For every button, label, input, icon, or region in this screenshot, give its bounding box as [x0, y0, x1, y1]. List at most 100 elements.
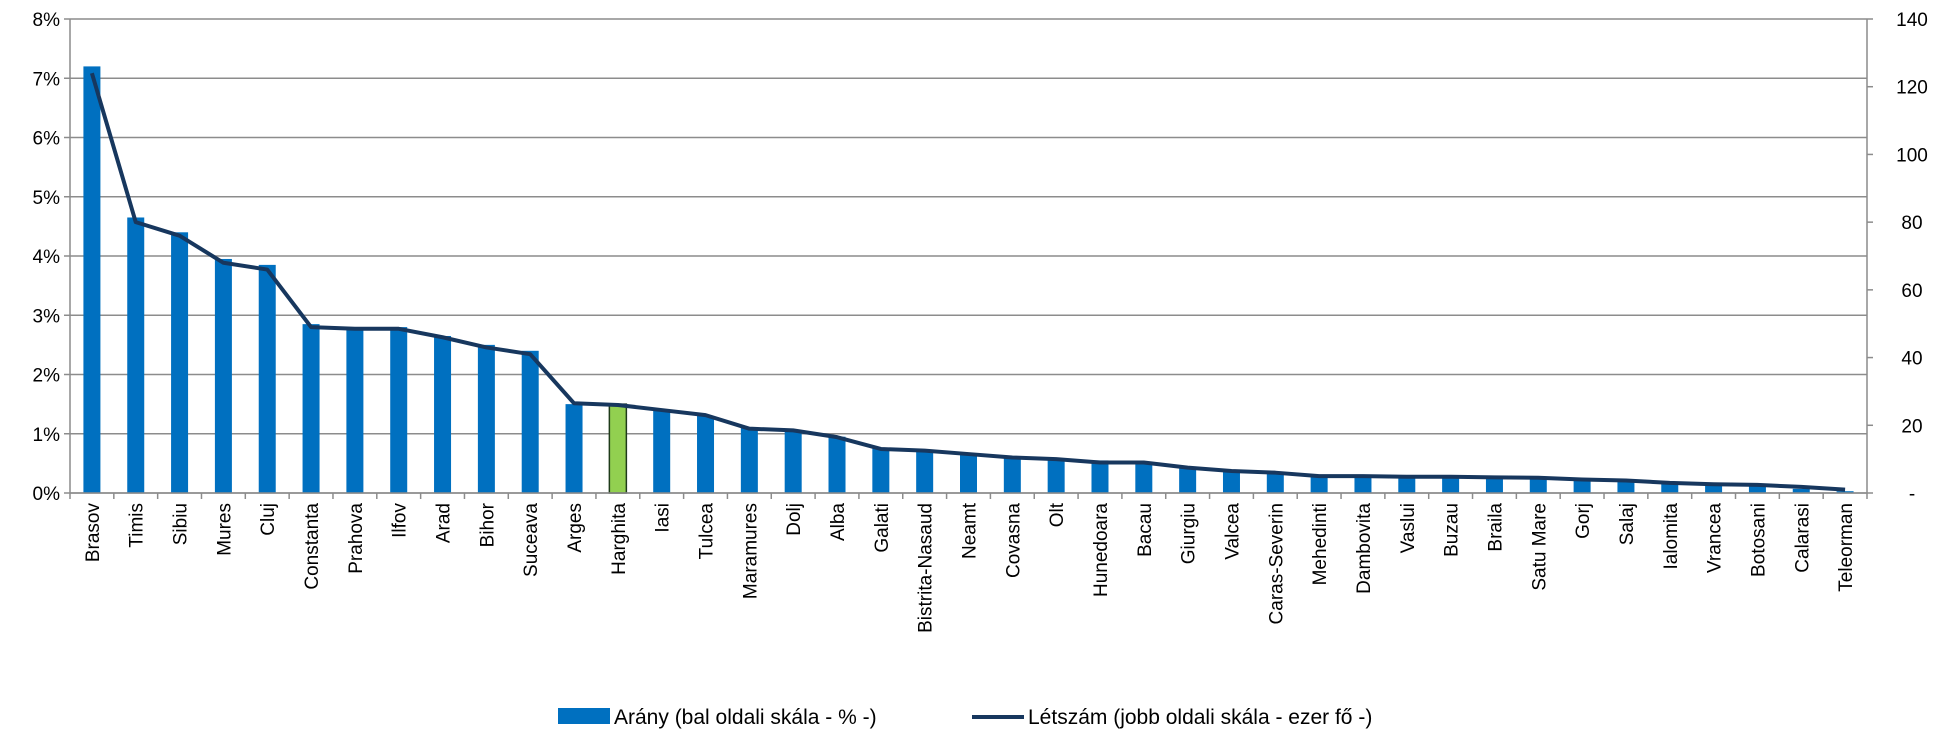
bar [1617, 481, 1635, 493]
y-tick-label: 2% [33, 366, 61, 387]
bar [302, 324, 320, 493]
bar [784, 430, 802, 493]
x-tick-label: Cluj [258, 503, 279, 536]
y-tick-label: 1% [33, 425, 61, 446]
bar [1705, 484, 1723, 493]
line [89, 72, 1846, 492]
x-tick-label: Gorj [1573, 503, 1594, 539]
y2-tick-label: 20 [1901, 416, 1922, 437]
x-tick-label: Dambovita [1354, 503, 1375, 594]
bar [1091, 460, 1109, 493]
y2-tick-label: 60 [1901, 281, 1922, 302]
bar [828, 436, 846, 493]
bar [1179, 468, 1197, 493]
x-tick-label: Teleorman [1836, 503, 1857, 592]
bar [1442, 476, 1460, 493]
bar [127, 217, 145, 494]
bar [1047, 458, 1065, 493]
x-tick-label: Calarasi [1792, 503, 1813, 573]
bar [1398, 476, 1416, 493]
bar [434, 335, 452, 493]
x-tick-label: Brasov [83, 503, 104, 563]
bar [1573, 479, 1591, 493]
x-tick-label: Harghita [609, 503, 630, 575]
x-tick-label: Vaslui [1398, 503, 1419, 553]
bar [1485, 477, 1503, 493]
x-tick-label: Arges [565, 503, 586, 553]
bar [83, 66, 101, 494]
x-tick-label: Bacau [1135, 503, 1156, 557]
x-tick-label: Sibiu [171, 503, 192, 545]
bar [1836, 491, 1854, 493]
bar [740, 427, 758, 493]
y-tick-label: 8% [33, 10, 61, 31]
y-tick-label: 6% [33, 129, 61, 150]
bar [872, 448, 890, 493]
bar [477, 344, 495, 493]
x-tick-label: Salaj [1617, 503, 1638, 545]
x-tick-label: Ilfov [390, 503, 411, 538]
x-tick-label: Neamt [960, 502, 981, 559]
x-tick-label: Braila [1485, 503, 1506, 552]
x-tick-label: Buzau [1442, 503, 1463, 557]
legend-label: Létszám (jobb oldali skála - ezer fő -) [1028, 706, 1372, 729]
bar [916, 451, 934, 493]
bar [1222, 470, 1240, 493]
x-tick-label: Olt [1047, 502, 1068, 527]
x-tick-label: Bihor [477, 502, 498, 547]
y2-tick-label: 120 [1896, 78, 1928, 99]
y-tick-label: 4% [33, 247, 61, 268]
legend-label: Arány (bal oldali skála - % -) [614, 706, 877, 729]
x-tick-label: Alba [828, 503, 849, 541]
x-tick-label: Prahova [346, 503, 367, 574]
bar [1661, 483, 1679, 493]
y2-tick-label: 140 [1896, 10, 1928, 31]
x-tick-label: Timis [127, 503, 148, 548]
y-tick-label: 7% [33, 69, 61, 90]
bar [565, 404, 583, 493]
x-tick-label: Iasi [653, 503, 674, 533]
x-tick-label: Giurgiu [1179, 503, 1200, 564]
bar [1354, 475, 1372, 493]
bar [653, 410, 671, 493]
bar [346, 327, 364, 493]
bar [1003, 457, 1021, 493]
x-tick-label: Galati [872, 503, 893, 553]
y2-tick-label: 40 [1901, 349, 1922, 370]
x-tick-label: Valcea [1222, 503, 1243, 560]
bar [1529, 477, 1547, 493]
bar [960, 454, 977, 493]
x-tick-label: Mehedinti [1310, 503, 1331, 585]
y2-tick-label: 100 [1896, 145, 1928, 166]
y2-tick-label: 80 [1901, 213, 1922, 234]
x-tick-label: Covasna [1003, 503, 1024, 578]
x-tick-label: Maramures [740, 503, 761, 599]
bar [390, 327, 408, 493]
legend-swatch [558, 708, 610, 724]
bar [258, 264, 276, 493]
bar [1135, 462, 1153, 493]
y-tick-label: 0% [33, 484, 61, 505]
y-tick-label: 5% [33, 188, 61, 209]
x-tick-label: Tulcea [697, 503, 718, 560]
x-tick-label: Ialomita [1661, 503, 1682, 570]
x-tick-label: Constanta [302, 503, 323, 590]
x-tick-label: Satu Mare [1529, 503, 1550, 591]
bar [171, 232, 189, 494]
y2-tick-label: - [1909, 484, 1915, 505]
bar [1792, 488, 1810, 493]
x-tick-label: Vrancea [1705, 503, 1726, 573]
x-tick-label: Hunedoara [1091, 503, 1112, 597]
bar [1266, 473, 1284, 493]
x-tick-label: Caras-Severin [1266, 503, 1287, 624]
x-tick-label: Dolj [784, 503, 805, 536]
x-tick-label: Suceava [521, 503, 542, 577]
x-tick-label: Mures [214, 503, 235, 556]
bar [214, 258, 232, 493]
bar [608, 403, 628, 494]
x-tick-label: Bistrita-Nasaud [916, 503, 937, 633]
bar [697, 415, 715, 493]
bar [521, 350, 539, 493]
